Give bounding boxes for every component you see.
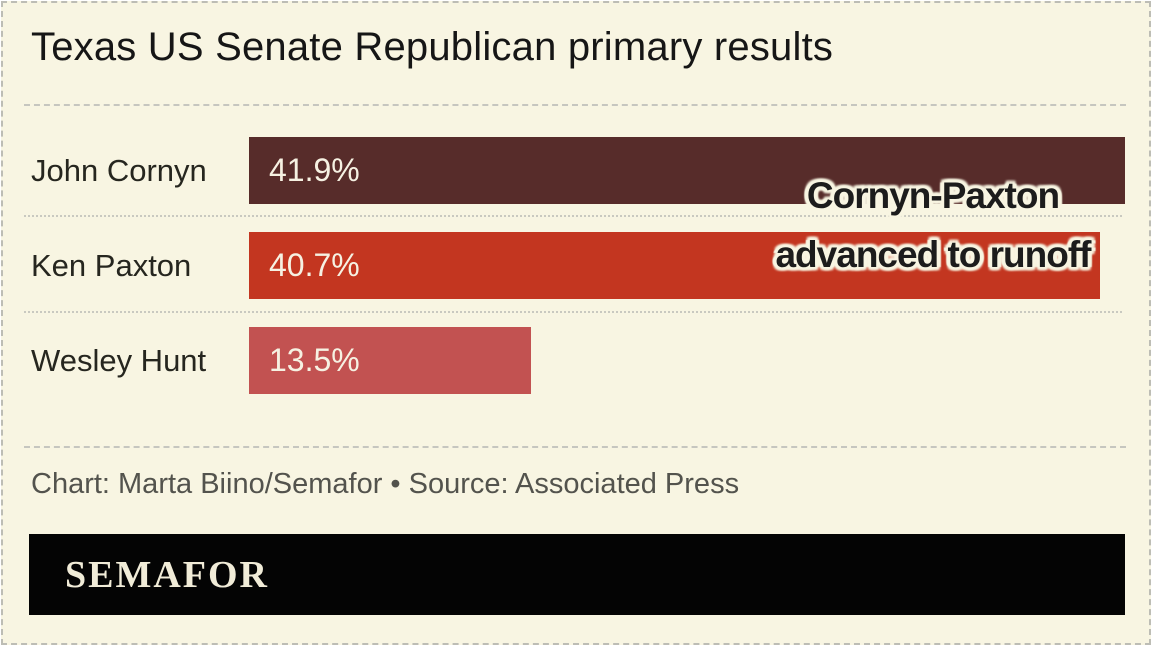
bar-value-paxton: 40.7%	[269, 247, 360, 283]
bar-track: 40.7%	[249, 232, 1125, 299]
bar-track: 13.5%	[249, 327, 1125, 394]
bar-hunt: 13.5%	[249, 327, 532, 394]
bar-row-paxton: Ken Paxton 40.7%	[3, 232, 1149, 299]
row-separator	[24, 311, 1122, 313]
annotation-line-1: Cornyn-Paxton	[806, 175, 1060, 216]
bar-label-cornyn: John Cornyn	[31, 153, 207, 188]
bar-value-cornyn: 41.9%	[269, 152, 360, 188]
bar-value-hunt: 13.5%	[269, 342, 360, 378]
bar-paxton: 40.7%	[249, 232, 1100, 299]
row-separator	[24, 215, 1122, 217]
logo-bar: SEMAFOR	[29, 534, 1125, 615]
divider-above-credit	[24, 446, 1126, 448]
credit-line: Chart: Marta Biino/Semafor • Source: Ass…	[31, 468, 740, 500]
annotation-line-2: advanced to runoff	[775, 234, 1091, 275]
bar-row-hunt: Wesley Hunt 13.5%	[3, 327, 1149, 394]
chart-annotation: Cornyn-Paxton advanced to runoff	[721, 166, 1145, 284]
bar-cornyn: 41.9%	[249, 137, 1125, 204]
bar-track: 41.9%	[249, 137, 1125, 204]
page-title: Texas US Senate Republican primary resul…	[31, 25, 834, 69]
divider-under-title	[24, 104, 1126, 106]
bar-label-hunt: Wesley Hunt	[31, 343, 207, 378]
bar-label-paxton: Ken Paxton	[31, 248, 192, 283]
bar-row-cornyn: John Cornyn 41.9%	[3, 137, 1149, 204]
semafor-logo: SEMAFOR	[65, 553, 269, 596]
